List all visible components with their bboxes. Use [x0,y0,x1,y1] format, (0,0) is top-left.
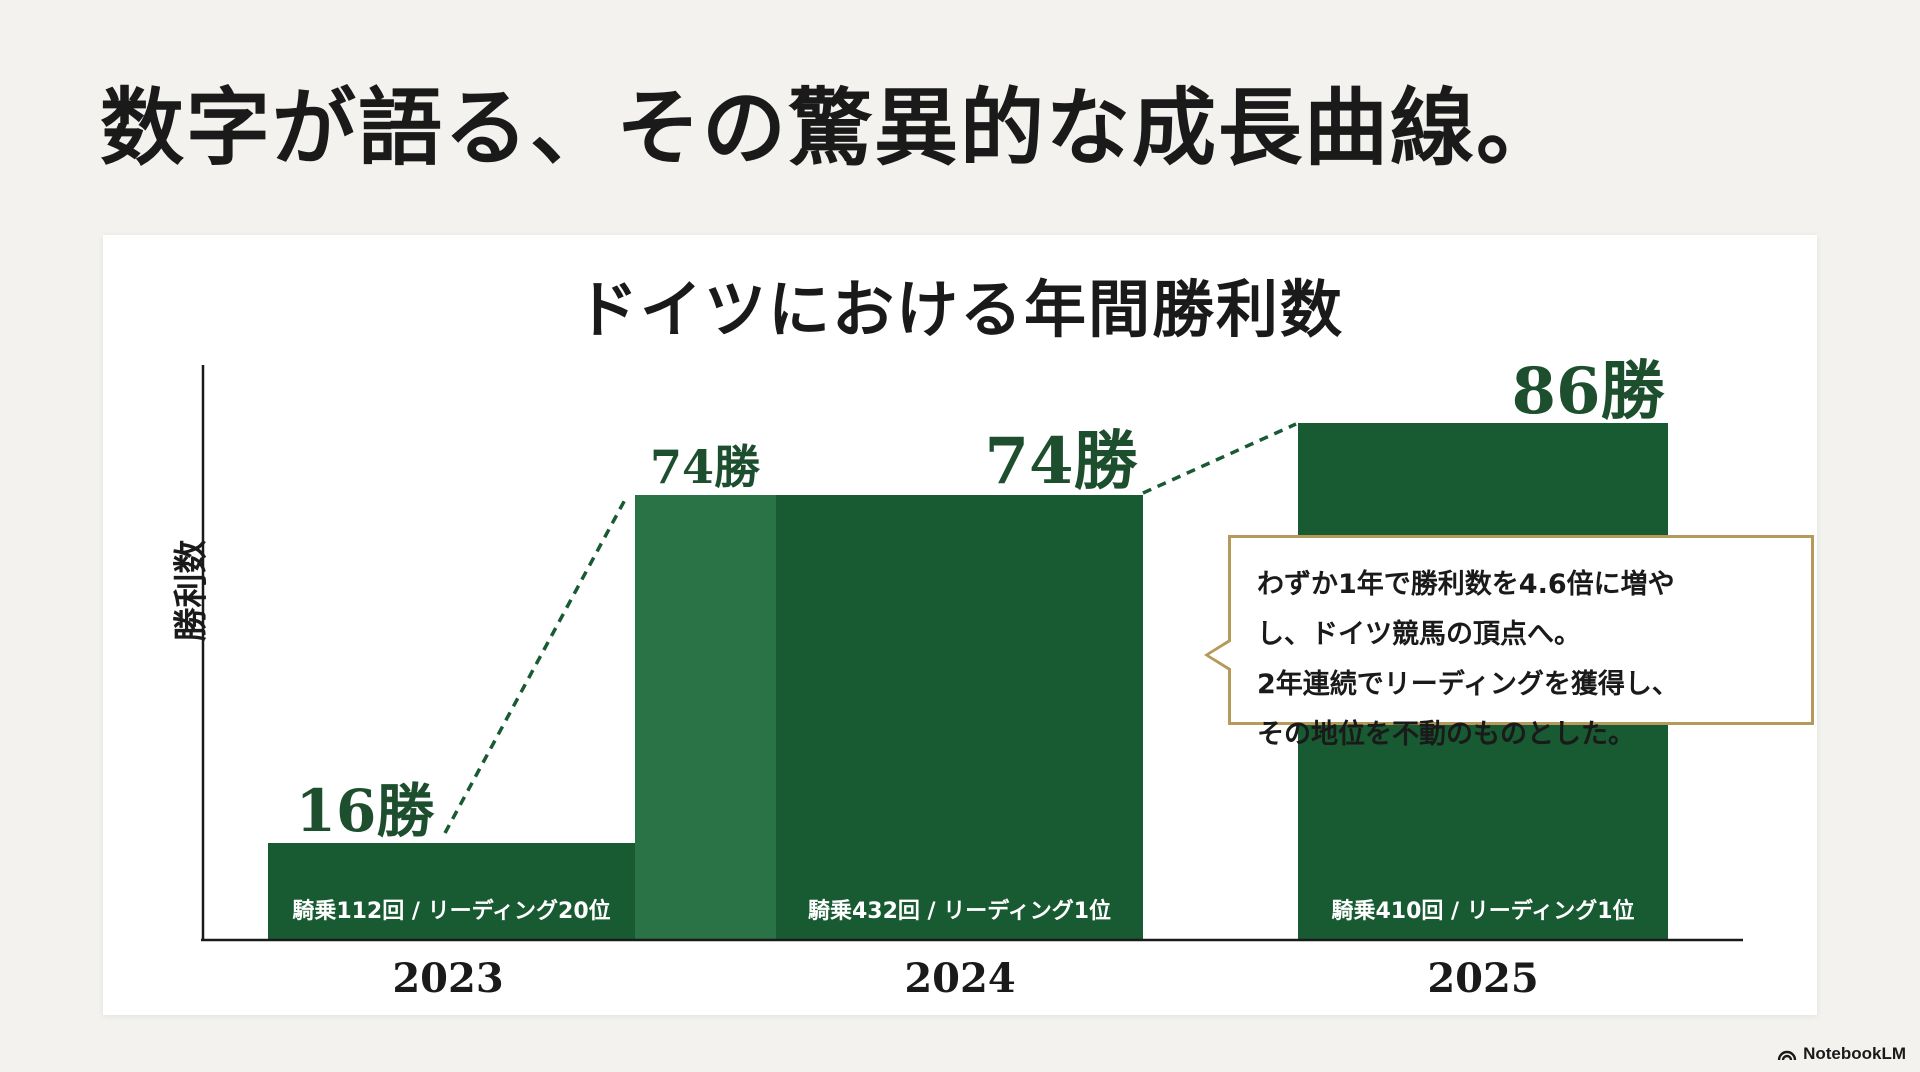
chart-title: ドイツにおける年間勝利数 [575,273,1344,346]
callout-line: わずか1年で勝利数を4.6倍に増や [1257,569,1675,600]
connector-line [1142,422,1297,495]
callout-line: 2年連続でリーディングを獲得し、 [1257,669,1679,700]
value-label: 74勝 [650,440,761,494]
bar-note: 騎乗410回 / リーディング1位 [1331,898,1634,924]
value-label: 86勝 [1511,354,1665,429]
bar-2023 [268,843,635,939]
notebooklm-logo-icon [1777,1050,1797,1061]
bar-transition [635,495,776,939]
callout-line: し、ドイツ競馬の頂点へ。 [1257,619,1581,650]
callout-box: わずか1年で勝利数を4.6倍に増や し、ドイツ競馬の頂点へ。 2年連続でリーディ… [1204,535,1814,750]
value-label: 16勝 [296,777,436,845]
x-tick-label: 2025 [1427,955,1538,1002]
brand-label: NotebookLM [1803,1044,1906,1063]
bar-2024 [776,495,1143,939]
connector-line [443,495,629,834]
y-axis-label: 勝利数 [171,539,212,641]
notebooklm-brand: NotebookLM [1777,1044,1906,1064]
bar-note: 騎乗432回 / リーディング1位 [808,898,1111,924]
value-label: 74勝 [984,424,1138,499]
page-title: 数字が語る、その驚異的な成長曲線。 [100,78,1563,177]
chart-panel: ドイツにおける年間勝利数 16勝 74勝 86勝 74勝騎乗112回 / リーディング… [103,235,1817,1015]
callout-line: その地位を不動のものとした。 [1257,719,1635,750]
x-tick-label: 2024 [904,955,1015,1002]
bar-note: 騎乗112回 / リーディング20位 [292,898,610,924]
x-tick-label: 2023 [392,955,503,1002]
